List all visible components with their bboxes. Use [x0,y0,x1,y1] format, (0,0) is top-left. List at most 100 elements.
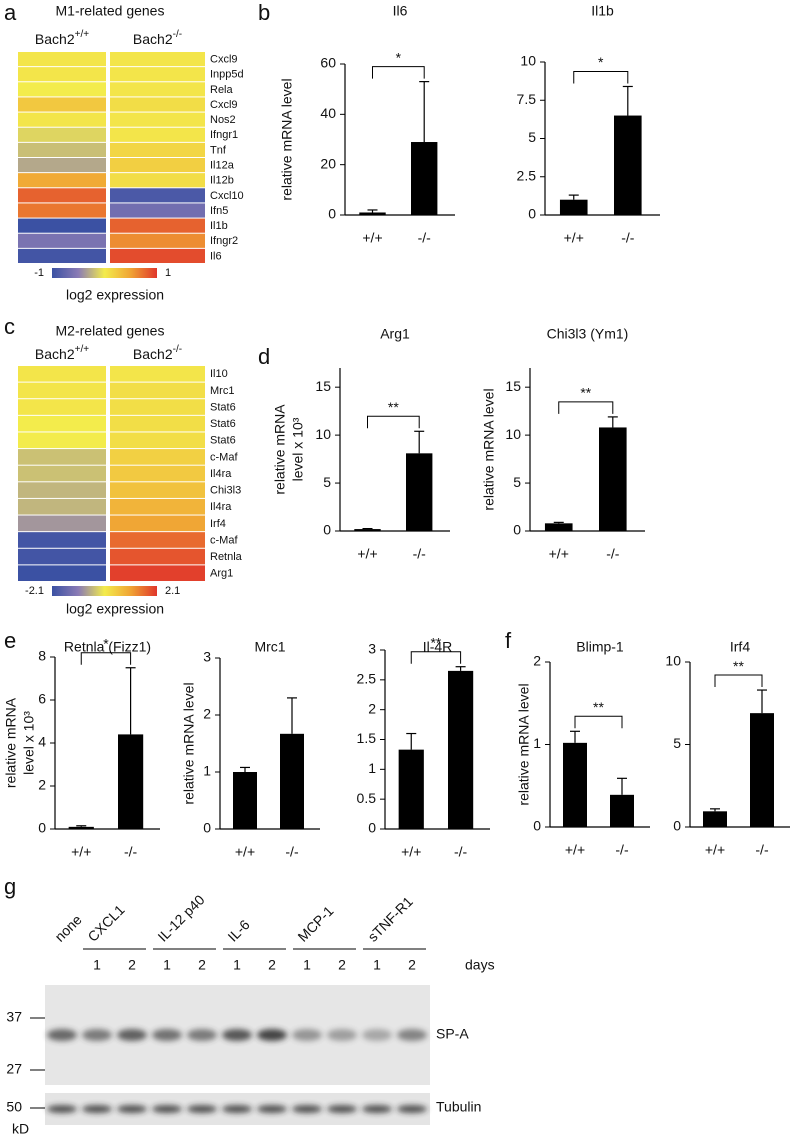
y-tick-label: 5 [528,129,536,145]
y-tick-label: 0 [38,820,46,836]
chart-title: Mrc1 [254,639,285,655]
chart-title: Il1b [591,3,614,19]
significance-label: ** [593,699,604,715]
y-tick-label: 40 [320,105,336,121]
chart-title: Il-4R [423,639,453,655]
day-label: 2 [268,957,276,973]
y-axis-label: level x 10³ [21,711,37,775]
y-tick-label: 2 [38,777,46,793]
y-tick-label: 0 [203,820,211,836]
heatmap-cell [110,203,205,218]
y-tick-label: 5 [673,735,681,751]
blot-band [257,1029,287,1041]
y-tick-label: 0 [528,206,536,222]
significance-bracket [714,674,763,688]
heatmap-cell [18,498,106,515]
heatmap-cell [18,399,106,415]
bar [559,199,588,215]
blot-band [152,1029,182,1041]
panel-label: f [505,628,512,653]
heatmap-cell [18,52,106,67]
y-tick-label: 15 [505,378,521,394]
bar [750,713,774,827]
y-tick-label: 20 [320,155,336,171]
day-label: 1 [163,957,171,973]
row-label: Irf4 [210,518,226,530]
row-label: Ifn5 [210,205,228,217]
blot-band [292,1029,322,1041]
y-tick-label: 2 [368,700,376,716]
row-label: c-Maf [210,534,238,546]
row-label: Retnla [210,551,243,563]
blot-band [47,1029,77,1041]
x-tick-label: -/- [621,230,635,246]
heatmap-cell [18,142,106,157]
blot-band [327,1105,357,1113]
x-tick-label: +/+ [401,844,421,860]
row-label: Il12a [210,159,235,171]
day-label: 1 [233,957,241,973]
significance-label: ** [430,634,441,650]
significance-bracket [410,651,462,664]
x-tick-label: -/- [615,842,629,858]
heatmap-cell [18,97,106,112]
y-tick-label: 5 [513,474,521,490]
significance-bracket [367,415,420,429]
y-tick-label: 8 [38,648,46,664]
y-tick-label: 0 [513,522,521,538]
heatmap-cell [110,142,205,157]
bar [563,742,587,827]
bar [614,115,642,215]
significance-bracket [573,70,629,84]
heatmap-cell [110,515,205,532]
row-label: Il12b [210,175,234,187]
heatmap-cell [110,415,205,432]
y-axis-label: relative mRNA [3,697,19,788]
y-axis-label: relative mRNA level [279,78,295,200]
y-tick-label: 1 [203,763,211,779]
y-tick-label: 1.5 [357,730,377,746]
heatmap-cell [18,415,106,432]
bar [118,734,144,829]
heatmap-cell [110,67,205,82]
x-tick-label: +/+ [564,230,584,246]
bar [448,670,474,829]
blot-band [187,1105,217,1113]
panel-label: e [4,628,16,653]
heatmap-cell [110,248,205,263]
heatmap-cell [18,382,106,399]
unit-label: kD [12,1121,29,1137]
significance-label: ** [580,385,591,401]
heatmap-cell [110,465,205,482]
marker-label: 37 [6,1009,22,1025]
y-axis-label: relative mRNA [272,404,288,495]
blot-band [327,1029,357,1041]
significance-label: ** [388,399,399,415]
row-label: Il4ra [210,468,232,480]
column-label-superscript: -/- [173,29,182,40]
y-tick-label: 1 [368,760,376,776]
colorbar-tick-label: -2.1 [25,585,44,597]
y-tick-label: 1 [533,735,541,751]
lane-label: CXCL1 [84,901,127,944]
bar [703,811,727,827]
column-label: Bach2+/+ [35,344,89,362]
x-tick-label: -/- [606,546,620,562]
row-label: Cxcl9 [210,99,238,111]
lane-label: IL-6 [224,916,253,945]
y-axis-label: level x 10³ [290,417,306,481]
y-tick-label: 2 [203,706,211,722]
y-tick-label: 10 [520,53,536,69]
y-tick-label: 60 [320,55,336,71]
chart-title: Chi3l3 (Ym1) [547,326,629,342]
marker-label: 50 [6,1099,22,1115]
y-tick-label: 0 [323,522,331,538]
significance-label: * [103,635,109,651]
bar [599,427,627,531]
heatmap-cell [110,548,205,565]
bar [359,212,386,215]
row-label: Ifngr1 [210,129,238,141]
y-tick-label: 0 [673,818,681,834]
y-tick-label: 0 [328,206,336,222]
heatmap-cell [110,366,205,382]
